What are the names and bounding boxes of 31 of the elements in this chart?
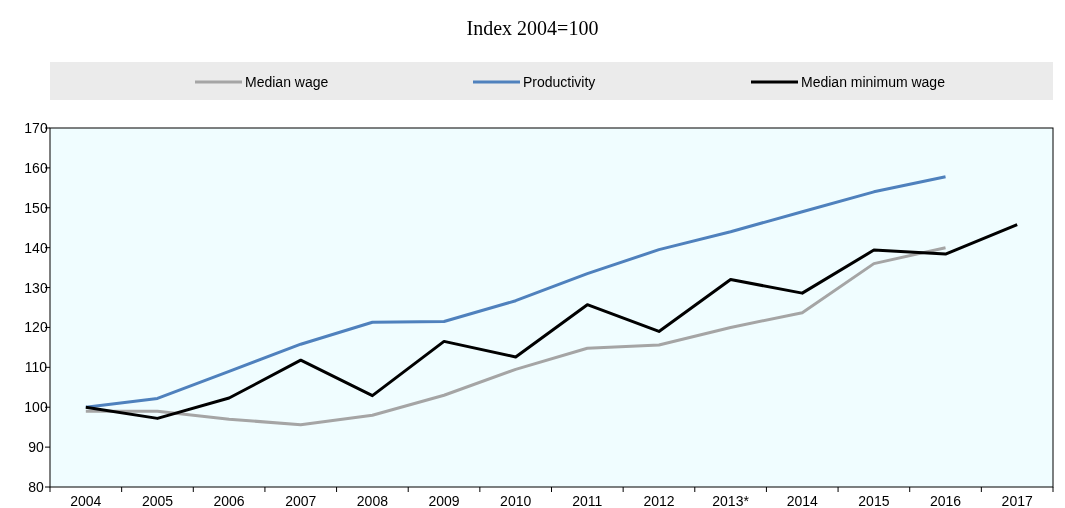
x-tick-label: 2010 xyxy=(500,493,532,508)
x-tick-label: 2017 xyxy=(1001,493,1033,508)
y-tick-label: 120 xyxy=(24,319,48,336)
x-tick-label: 2009 xyxy=(428,493,460,508)
x-tick-label: 2004 xyxy=(70,493,102,508)
y-tick-label: 140 xyxy=(24,239,48,256)
y-tick-label: 150 xyxy=(24,199,48,216)
line-series xyxy=(84,223,1019,420)
x-tick-label: 2016 xyxy=(929,493,962,508)
x-tick-label: 2013* xyxy=(712,493,750,508)
x-tick-label: 2014 xyxy=(786,493,819,508)
chart-title: Index 2004=100 xyxy=(466,17,599,39)
line-series xyxy=(84,246,948,427)
y-tick-label: 130 xyxy=(24,279,48,296)
x-tick-label: 2008 xyxy=(356,493,389,508)
x-tick-label: 2005 xyxy=(141,493,174,508)
legend-label: Productivity xyxy=(523,74,596,90)
x-tick-label: 2012 xyxy=(643,493,675,508)
x-tick-label: 2006 xyxy=(213,493,245,508)
x-tick-label: 2007 xyxy=(285,493,317,508)
line-series xyxy=(84,175,948,409)
y-tick-label: 170 xyxy=(24,120,48,136)
y-tick-label: 80 xyxy=(28,479,44,495)
legend-label: Median wage xyxy=(245,74,329,90)
y-tick-label: 160 xyxy=(24,159,48,176)
x-tick-label: 2015 xyxy=(858,493,890,508)
x-tick-label: 2011 xyxy=(572,493,603,508)
y-tick-label: 90 xyxy=(28,439,44,456)
legend-label: Median minimum wage xyxy=(801,74,946,90)
y-tick-label: 110 xyxy=(24,359,48,376)
y-tick-label: 100 xyxy=(24,399,48,416)
